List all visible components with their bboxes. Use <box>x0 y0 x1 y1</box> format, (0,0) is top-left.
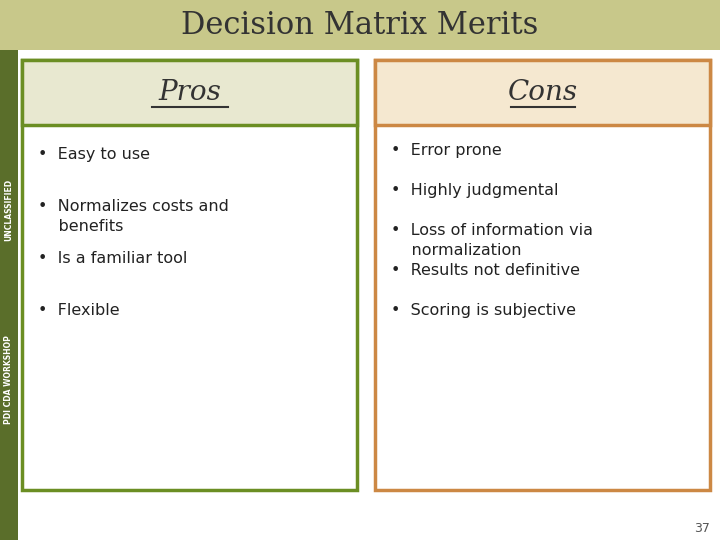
Text: •  Easy to use: • Easy to use <box>38 147 150 162</box>
FancyBboxPatch shape <box>22 60 357 490</box>
Text: PDI CDA WORKSHOP: PDI CDA WORKSHOP <box>4 335 14 424</box>
FancyBboxPatch shape <box>22 60 357 125</box>
Text: •  Is a familiar tool: • Is a familiar tool <box>38 251 187 266</box>
Text: •  Results not definitive: • Results not definitive <box>391 263 580 278</box>
FancyBboxPatch shape <box>375 60 710 490</box>
Text: •  Error prone: • Error prone <box>391 143 502 158</box>
Text: Cons: Cons <box>508 79 577 106</box>
Text: •  Scoring is subjective: • Scoring is subjective <box>391 303 576 318</box>
Text: 37: 37 <box>694 522 710 535</box>
FancyBboxPatch shape <box>0 50 18 540</box>
FancyBboxPatch shape <box>375 60 710 125</box>
Text: Pros: Pros <box>158 79 221 106</box>
Text: Decision Matrix Merits: Decision Matrix Merits <box>181 10 539 40</box>
Text: •  Flexible: • Flexible <box>38 303 120 318</box>
Text: UNCLASSIFIED: UNCLASSIFIED <box>4 179 14 241</box>
Text: •  Normalizes costs and
    benefits: • Normalizes costs and benefits <box>38 199 229 234</box>
Text: •  Highly judgmental: • Highly judgmental <box>391 183 559 198</box>
Text: •  Loss of information via
    normalization: • Loss of information via normalization <box>391 223 593 258</box>
FancyBboxPatch shape <box>0 0 720 50</box>
